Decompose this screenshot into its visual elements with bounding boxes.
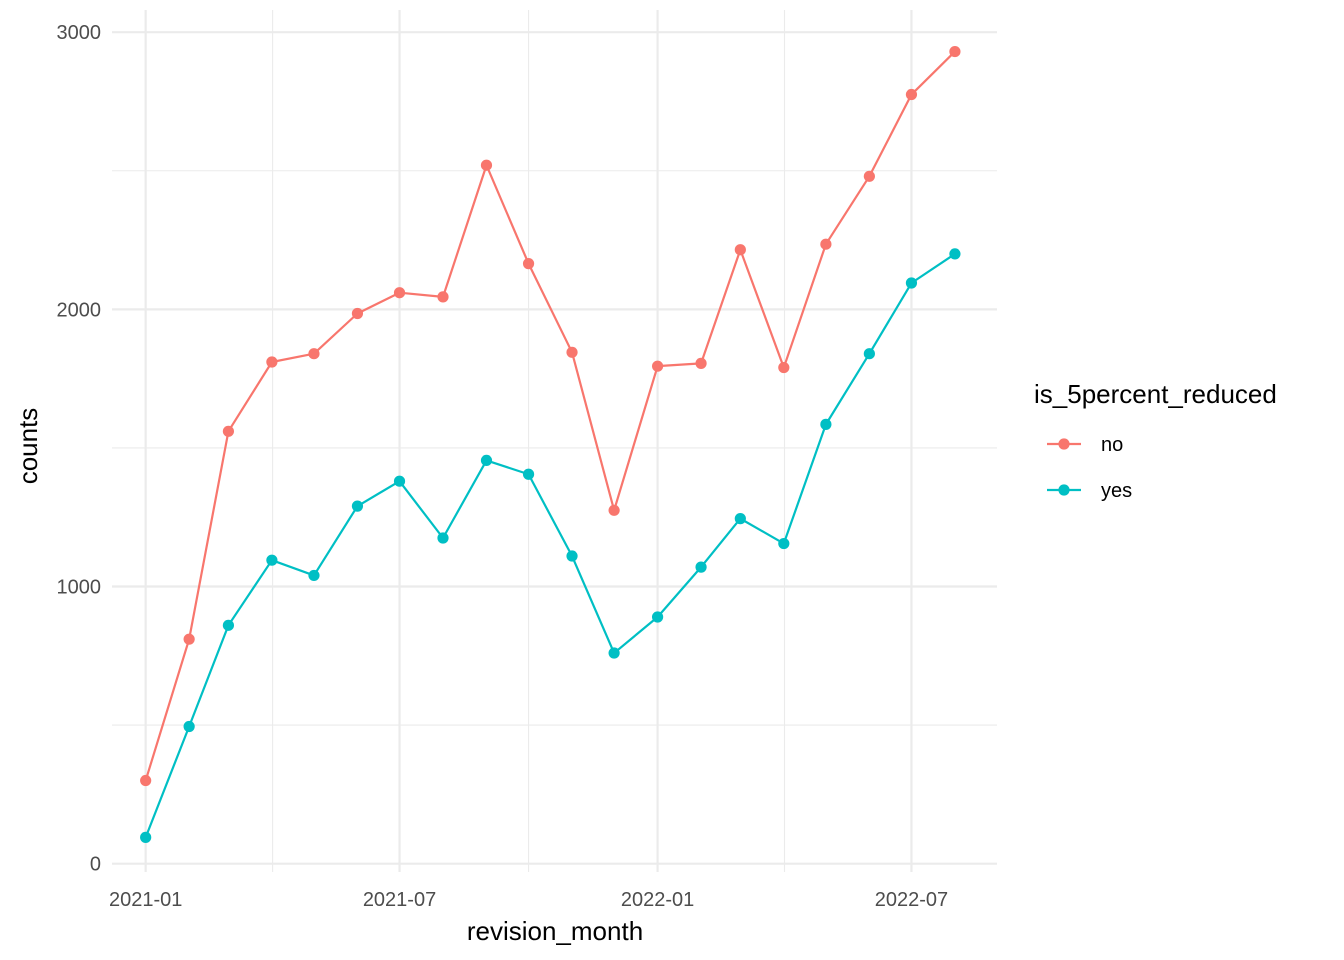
data-point-no	[480, 159, 493, 171]
x-axis-tick-labels: 2021-01 2021-07 2022-01 2022-07	[109, 889, 948, 911]
y-tick-label: 2000	[57, 299, 102, 321]
data-point-no	[266, 356, 278, 368]
legend-item-no: no	[1047, 434, 1123, 456]
data-point-yes	[820, 418, 832, 430]
data-point-yes	[522, 468, 535, 480]
data-point-yes	[266, 554, 278, 566]
legend-item-yes: yes	[1047, 480, 1132, 502]
legend-title: is_5percent_reduced	[1034, 379, 1277, 409]
series-points	[140, 45, 961, 843]
minor-gridlines	[112, 10, 997, 872]
legend-key-point	[1058, 438, 1070, 450]
x-axis-title: revision_month	[467, 916, 643, 946]
y-axis-title: counts	[13, 408, 43, 485]
x-tick-label: 2022-01	[621, 889, 694, 911]
data-point-no	[820, 238, 832, 250]
data-point-yes	[140, 831, 152, 843]
data-point-yes	[695, 561, 707, 573]
legend-items: no yes	[1047, 434, 1132, 502]
y-axis-tick-labels: 0 1000 2000 3000	[57, 22, 102, 876]
y-tick-label: 3000	[57, 22, 102, 44]
data-point-no	[905, 88, 918, 101]
data-point-yes	[778, 537, 790, 550]
data-point-no	[183, 633, 195, 645]
data-point-no	[949, 45, 961, 58]
data-point-no	[522, 258, 535, 270]
data-point-yes	[222, 619, 235, 631]
data-point-no	[566, 346, 578, 358]
data-point-no	[437, 291, 449, 303]
data-point-yes	[183, 720, 195, 733]
data-point-yes	[480, 454, 493, 467]
data-point-no	[393, 287, 406, 299]
series-line-yes	[144, 252, 956, 838]
legend-label: no	[1101, 434, 1123, 456]
data-point-yes	[393, 475, 406, 487]
series-lines	[144, 50, 956, 838]
data-point-yes	[608, 647, 620, 659]
data-point-no	[778, 361, 790, 374]
data-point-no	[608, 504, 620, 516]
data-point-no	[863, 170, 875, 182]
legend-key-point	[1058, 484, 1070, 496]
legend-label: yes	[1101, 480, 1132, 502]
data-point-yes	[734, 513, 746, 525]
data-point-no	[222, 425, 235, 437]
data-point-no	[140, 774, 152, 787]
data-point-no	[308, 348, 320, 360]
data-point-yes	[308, 569, 320, 582]
x-tick-label: 2021-01	[109, 889, 182, 911]
data-point-yes	[437, 532, 449, 544]
data-point-yes	[351, 500, 364, 512]
series-line-no	[144, 50, 956, 781]
x-tick-label: 2022-07	[875, 889, 948, 911]
y-tick-label: 0	[90, 854, 101, 876]
data-point-no	[734, 244, 746, 256]
major-gridlines	[112, 10, 997, 872]
legend: is_5percent_reduced no yes	[1034, 379, 1277, 502]
data-point-yes	[863, 348, 875, 360]
data-point-yes	[566, 550, 578, 562]
data-point-no	[651, 360, 664, 372]
data-point-no	[351, 307, 364, 320]
data-point-yes	[905, 277, 918, 289]
y-tick-label: 1000	[57, 577, 102, 599]
x-tick-label: 2021-07	[363, 889, 436, 911]
data-point-yes	[651, 611, 664, 623]
data-point-yes	[949, 248, 961, 260]
data-point-no	[695, 357, 707, 369]
